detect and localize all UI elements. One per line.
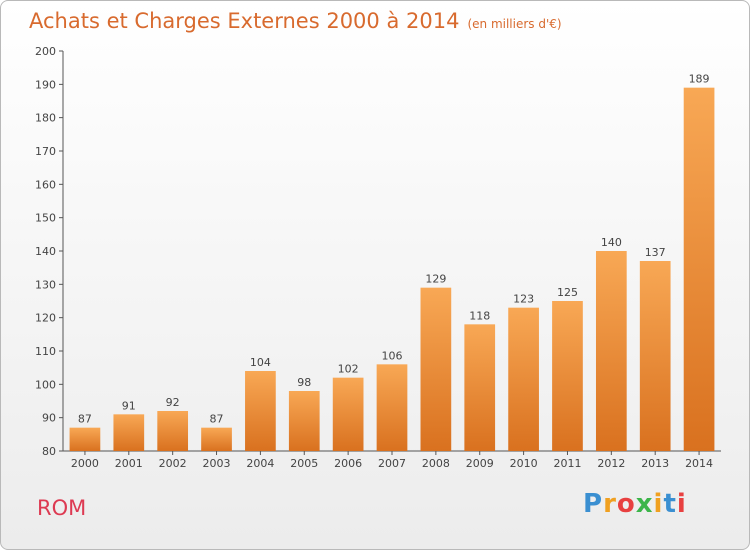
y-tick-label: 80 <box>42 445 56 458</box>
bar-2005 <box>288 391 320 451</box>
data-label-2008: 129 <box>425 273 446 286</box>
chart-title-text: Achats et Charges Externes 2000 à 2014 <box>29 9 460 33</box>
data-label-2009: 118 <box>469 309 490 322</box>
bar-2006 <box>332 377 364 451</box>
data-label-2013: 137 <box>645 246 666 259</box>
x-tick-label-2010: 2010 <box>510 457 538 470</box>
logo-letter: i <box>653 489 664 519</box>
data-label-2005: 98 <box>297 376 311 389</box>
bar-2013 <box>639 261 671 451</box>
logo-letter: x <box>635 489 654 519</box>
x-tick-label-2004: 2004 <box>246 457 274 470</box>
x-tick-label-2014: 2014 <box>685 457 713 470</box>
data-label-2003: 87 <box>210 413 224 426</box>
y-tick-label: 190 <box>35 78 56 91</box>
logo-letter: i <box>676 489 687 519</box>
logo-letter: t <box>663 489 677 519</box>
y-tick-label: 160 <box>35 178 56 191</box>
x-tick-label-2003: 2003 <box>203 457 231 470</box>
x-tick-label-2005: 2005 <box>290 457 318 470</box>
bar-2001 <box>113 414 145 451</box>
x-tick-label-2000: 2000 <box>71 457 99 470</box>
y-tick-label: 200 <box>35 45 56 58</box>
x-tick-label-2001: 2001 <box>115 457 143 470</box>
data-label-2000: 87 <box>78 413 92 426</box>
data-label-2010: 123 <box>513 293 534 306</box>
bar-2009 <box>464 324 496 451</box>
y-tick-label: 90 <box>42 412 56 425</box>
data-label-2006: 102 <box>338 363 359 376</box>
bar-2007 <box>376 364 408 451</box>
data-label-2002: 92 <box>166 396 180 409</box>
chart-subtitle: (en milliers d'€) <box>467 17 562 31</box>
bar-2003 <box>201 427 232 451</box>
y-tick-label: 180 <box>35 112 56 125</box>
x-tick-label-2009: 2009 <box>466 457 494 470</box>
data-label-2014: 189 <box>689 73 710 86</box>
x-tick-label-2002: 2002 <box>159 457 187 470</box>
chart-title: Achats et Charges Externes 2000 à 2014 (e… <box>29 9 562 33</box>
y-tick-label: 100 <box>35 378 56 391</box>
y-tick-label: 110 <box>35 345 56 358</box>
location-name: ROM <box>37 496 87 520</box>
data-label-2011: 125 <box>557 286 578 299</box>
data-label-2007: 106 <box>382 349 403 362</box>
bar-2000 <box>69 427 101 451</box>
x-tick-label-2012: 2012 <box>597 457 625 470</box>
x-tick-label-2006: 2006 <box>334 457 362 470</box>
y-tick-label: 120 <box>35 312 56 325</box>
data-label-2012: 140 <box>601 236 622 249</box>
data-label-2001: 91 <box>122 399 136 412</box>
bar-2011 <box>552 301 583 451</box>
x-tick-label-2011: 2011 <box>553 457 581 470</box>
bar-2008 <box>420 287 452 451</box>
proxiti-logo[interactable]: Proxiti <box>583 489 687 519</box>
bar-2014 <box>683 87 715 452</box>
logo-letter: o <box>616 489 636 519</box>
bar-2004 <box>245 371 276 451</box>
y-tick-label: 140 <box>35 245 56 258</box>
x-tick-label-2008: 2008 <box>422 457 450 470</box>
logo-letter: r <box>603 489 617 519</box>
x-tick-label-2007: 2007 <box>378 457 406 470</box>
bar-2002 <box>157 411 189 451</box>
bar-2010 <box>508 307 539 451</box>
data-label-2004: 104 <box>250 356 271 369</box>
bar-2012 <box>595 251 627 451</box>
logo-letter: P <box>583 489 604 519</box>
y-tick-label: 170 <box>35 145 56 158</box>
y-tick-label: 130 <box>35 278 56 291</box>
y-tick-label: 150 <box>35 212 56 225</box>
x-tick-label-2013: 2013 <box>641 457 669 470</box>
